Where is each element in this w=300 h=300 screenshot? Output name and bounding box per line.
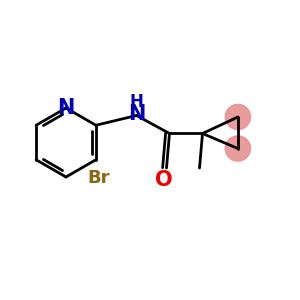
Text: H: H [130, 93, 143, 111]
Text: N: N [128, 104, 145, 124]
Circle shape [225, 104, 250, 130]
Text: N: N [57, 98, 75, 118]
Text: O: O [155, 170, 172, 190]
Text: Br: Br [88, 169, 110, 187]
Circle shape [225, 136, 250, 161]
